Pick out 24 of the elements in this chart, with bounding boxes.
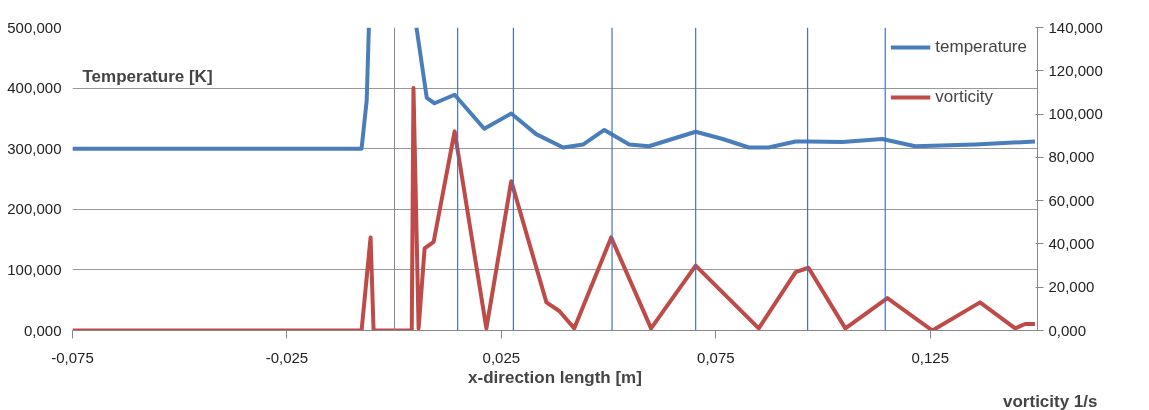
legend-label: temperature (935, 37, 1027, 57)
y-tick-label: 400,000 (7, 79, 62, 97)
y-tick-label: 500,000 (7, 18, 62, 36)
y2-tick-label: 20,000 (1048, 278, 1095, 296)
x-tick-label: 0,025 (482, 348, 521, 366)
y2-tick-label: 100,000 (1048, 105, 1103, 123)
x-tick-label: -0,075 (51, 348, 94, 366)
x-axis-title: x-direction length [m] (468, 367, 642, 387)
y2-tick-label: 40,000 (1048, 234, 1095, 252)
y-tick-label: 200,000 (7, 200, 62, 218)
y2-tick-label: 140,000 (1048, 18, 1103, 36)
y2-tick-label: 80,000 (1048, 148, 1095, 166)
y-axis-title: Temperature [K] (82, 66, 213, 86)
x-tick-label: -0,025 (265, 348, 309, 366)
y2-tick-label: 120,000 (1048, 61, 1103, 79)
y2-tick-label: 0,000 (1048, 321, 1087, 339)
y-tick-label: 100,000 (7, 260, 62, 278)
y-tick-label: 300,000 (7, 139, 62, 157)
y2-axis-title: vorticity 1/s (1003, 391, 1098, 410)
legend-label: vorticity (935, 87, 993, 107)
y-tick-label: 0,000 (23, 321, 62, 339)
x-tick-label: 0,075 (697, 348, 735, 366)
x-tick-label: 0,125 (911, 348, 950, 366)
y2-tick-label: 60,000 (1048, 191, 1095, 209)
